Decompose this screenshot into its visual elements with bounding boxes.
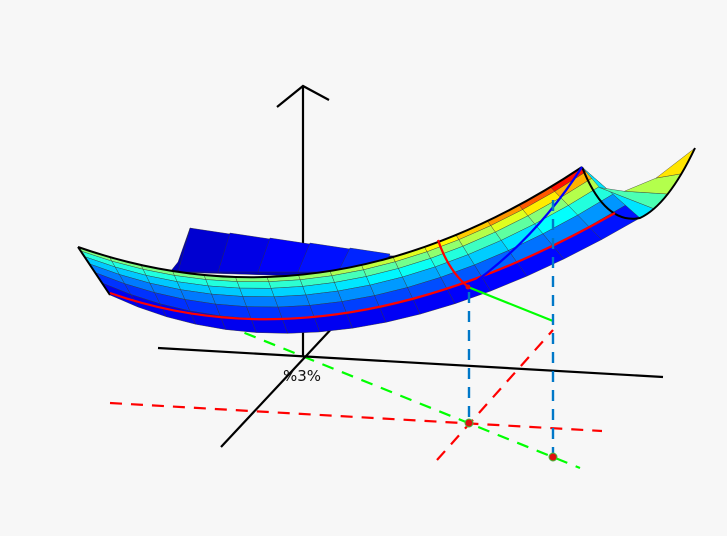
end-patch: [624, 173, 682, 195]
right-end-surface: [581, 147, 696, 220]
surface-patch: [239, 287, 275, 297]
surface-patch: [242, 296, 279, 308]
point-2: [548, 452, 558, 462]
z-axis-arrowhead: [276, 84, 330, 108]
red-dashed-line-y: [436, 329, 554, 461]
red-curve-across: [436, 239, 469, 288]
red-curve-along: [109, 212, 616, 321]
surface-patch: [282, 317, 321, 334]
surface-point: [465, 284, 471, 290]
red-dashed-line-x: [109, 401, 603, 433]
right-edge: [581, 147, 696, 220]
surface-patch: [250, 318, 288, 334]
back-surface: [169, 227, 421, 277]
surface-patch: [236, 281, 272, 289]
x-axis: [157, 346, 664, 379]
surface-patch: [246, 306, 283, 320]
surface-patch: [273, 294, 311, 308]
top-edge: [77, 166, 583, 279]
front-surface: [77, 166, 641, 334]
point-1: [464, 418, 474, 428]
y-axis: [220, 324, 336, 448]
green-line: [467, 285, 554, 323]
left-edge: [77, 246, 111, 296]
blue-curve: [467, 166, 583, 288]
origin-label: %3%: [283, 367, 321, 385]
end-patch: [655, 147, 696, 179]
green-dashed-line: [224, 323, 581, 470]
